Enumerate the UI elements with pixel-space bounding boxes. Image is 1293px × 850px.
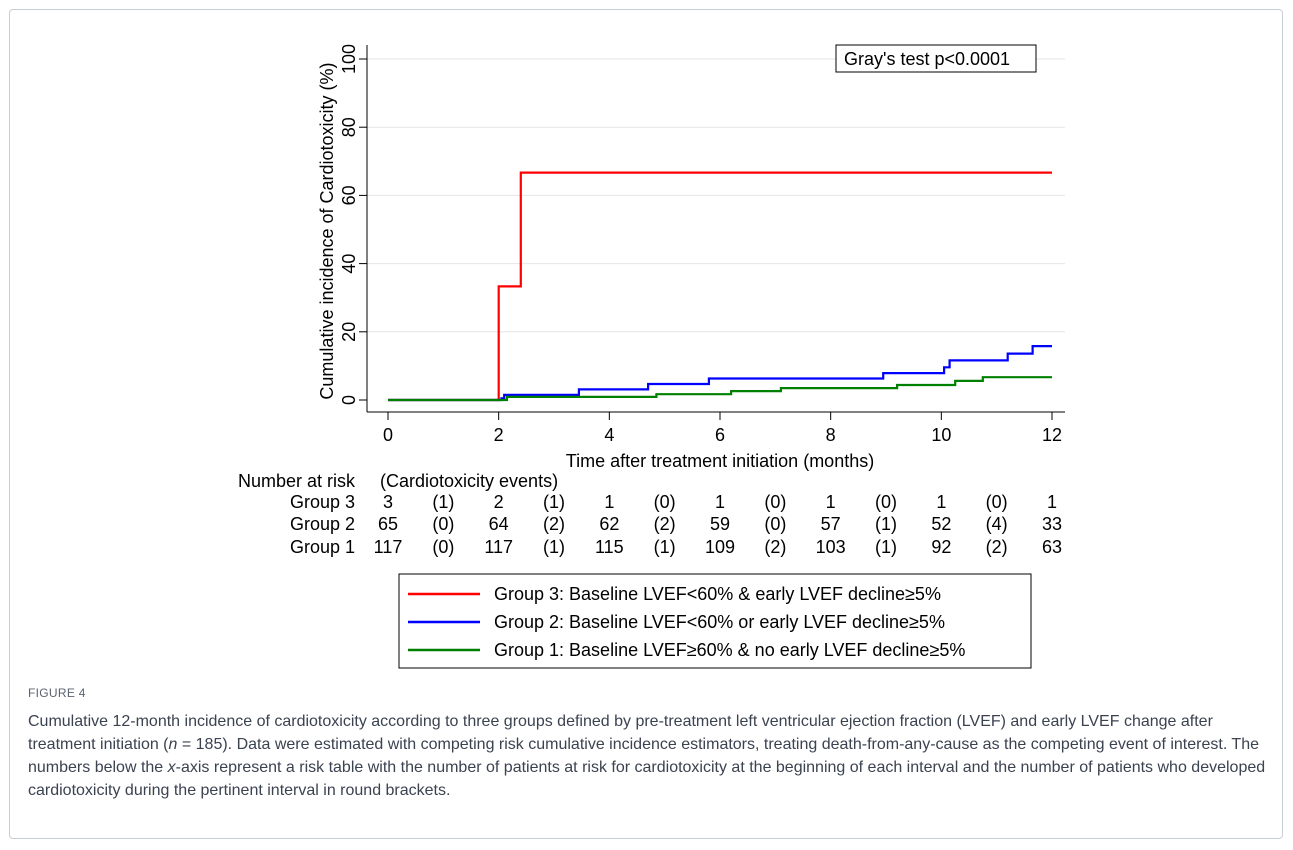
caption-n: n: [168, 736, 178, 753]
legend: Group 3: Baseline LVEF<60% & early LVEF …: [398, 573, 1032, 669]
legend-label-1: Group 1: Baseline LVEF≥60% & no early LV…: [494, 640, 965, 660]
risk-table-subheader: (Cardiotoxicity events): [380, 471, 558, 491]
risk-cell: 2: [494, 492, 504, 512]
risk-cell: 117: [484, 537, 513, 557]
tick-labels: 0 20 40 60 80 100 0 2 4 6 8 10 12: [339, 44, 1062, 445]
caption-part-1: Cumulative 12-month incidence of cardiot…: [28, 713, 1213, 753]
risk-cell: (0): [764, 492, 786, 512]
risk-cell: 109: [705, 537, 735, 557]
figure-caption: Cumulative 12-month incidence of cardiot…: [28, 710, 1268, 802]
risk-cell: (4): [986, 514, 1008, 534]
caption-x: x: [167, 759, 176, 776]
risk-cell: 1: [1047, 492, 1057, 512]
caption-part-2: = 185). Data were estimated with competi…: [28, 736, 1259, 776]
risk-cell: (0): [764, 514, 786, 534]
risk-cell: (2): [543, 514, 565, 534]
risk-cell: (2): [764, 537, 786, 557]
risk-cell: 64: [489, 514, 509, 534]
risk-row-label-group-3: Group 3: [290, 492, 355, 512]
series-line-group-2: [388, 345, 1052, 402]
risk-cell: (0): [875, 492, 897, 512]
risk-cell: 63: [1042, 537, 1062, 557]
risk-cell: 1: [936, 492, 946, 512]
y-axis-label: Cumulative incidence of Cardiotoxicity (…: [317, 62, 337, 399]
tick-label-y-40: 40: [339, 254, 359, 274]
tick-label-y-0: 0: [339, 395, 359, 405]
risk-cell: (2): [986, 537, 1008, 557]
tick-label-x-0: 0: [383, 425, 393, 445]
risk-row-label-group-2: Group 2: [290, 514, 355, 534]
risk-cell: 117: [374, 537, 403, 557]
risk-cell: (1): [543, 537, 565, 557]
gridlines: [367, 58, 1065, 333]
risk-cell: (0): [654, 492, 676, 512]
caption-part-3: -axis represent a risk table with the nu…: [28, 759, 1266, 799]
risk-cell: 57: [821, 514, 841, 534]
risk-cell: (2): [654, 514, 676, 534]
risk-cell: 115: [595, 537, 624, 557]
risk-table-header: Number at risk: [238, 471, 356, 491]
risk-table: Number at risk (Cardiotoxicity events) G…: [238, 471, 1062, 557]
risk-cell: 33: [1042, 514, 1062, 534]
risk-cell: (1): [875, 537, 897, 557]
risk-cell: (1): [432, 492, 454, 512]
risk-cell: 3: [383, 492, 393, 512]
tick-label-y-80: 80: [339, 117, 359, 137]
tick-label-x-8: 8: [826, 425, 836, 445]
risk-cell: 1: [604, 492, 614, 512]
risk-cell: 59: [710, 514, 730, 534]
risk-cell: 1: [826, 492, 836, 512]
axes: [359, 45, 1065, 420]
risk-cell: (0): [986, 492, 1008, 512]
x-axis-label: Time after treatment initiation (months): [566, 451, 874, 471]
tick-label-x-4: 4: [604, 425, 614, 445]
risk-cell: 62: [599, 514, 619, 534]
risk-cell: (1): [875, 514, 897, 534]
risk-cell: 103: [816, 537, 846, 557]
risk-cell: 1: [715, 492, 725, 512]
tick-label-x-6: 6: [715, 425, 725, 445]
tick-label-x-10: 10: [931, 425, 951, 445]
figure-label: FIGURE 4: [28, 686, 86, 700]
risk-cell: 52: [931, 514, 951, 534]
risk-cell: (0): [432, 537, 454, 557]
legend-label-2: Group 2: Baseline LVEF<60% or early LVEF…: [494, 612, 945, 632]
tick-label-y-100: 100: [339, 44, 359, 74]
grays-test-annotation: Gray's test p<0.0001: [835, 44, 1037, 73]
tick-label-x-2: 2: [494, 425, 504, 445]
tick-label-y-60: 60: [339, 185, 359, 205]
risk-cell: 92: [931, 537, 951, 557]
risk-cell: 65: [378, 514, 398, 534]
series-line-group-1: [388, 376, 1052, 402]
tick-label-y-20: 20: [339, 322, 359, 342]
series-line-group-3: [388, 171, 1052, 402]
series-lines: [388, 171, 1052, 402]
risk-cell: (1): [654, 537, 676, 557]
figure-frame: [9, 9, 1283, 839]
grays-test-text: Gray's test p<0.0001: [844, 49, 1010, 69]
risk-cell: (1): [543, 492, 565, 512]
risk-row-label-group-1: Group 1: [290, 537, 355, 557]
risk-cell: (0): [432, 514, 454, 534]
legend-label-3: Group 3: Baseline LVEF<60% & early LVEF …: [494, 584, 941, 604]
tick-label-x-12: 12: [1042, 425, 1062, 445]
